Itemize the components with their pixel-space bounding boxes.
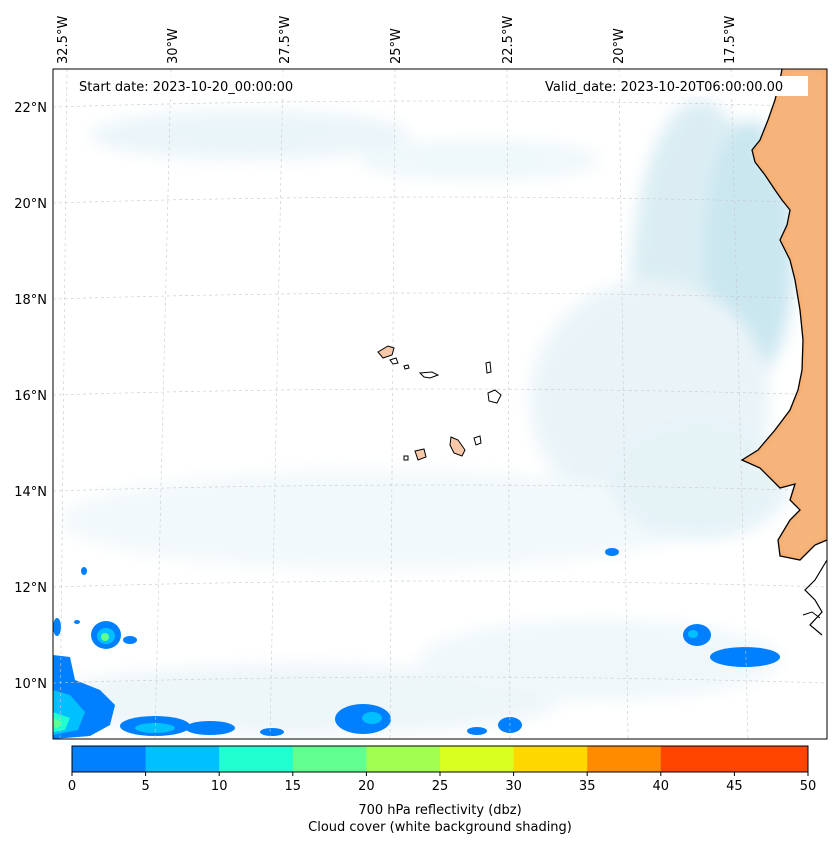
lat-label: 10°N — [14, 677, 47, 692]
coastline-south — [804, 559, 827, 636]
cape-verde-islands — [377, 345, 502, 461]
colorbar-label-line2: Cloud cover (white background shading) — [308, 820, 572, 835]
lat-label: 16°N — [14, 389, 47, 404]
colorbar-tick-label: 30 — [505, 779, 522, 794]
coastline — [740, 69, 827, 561]
graticule — [53, 69, 827, 739]
lon-label: 27.5°W — [278, 16, 293, 64]
colorbar-tick-label: 20 — [358, 779, 375, 794]
lat-label: 22°N — [14, 101, 47, 116]
colorbar-segment — [660, 746, 735, 772]
colorbar-tick-label: 10 — [211, 779, 228, 794]
colorbar-tick-label: 45 — [726, 779, 743, 794]
longitude-labels: 32.5°W 30°W 27.5°W 25°W 22.5°W 20°W 17.5… — [56, 16, 738, 64]
colorbar-segment — [292, 746, 367, 772]
lat-label: 14°N — [14, 485, 47, 500]
lon-label: 30°W — [166, 28, 181, 64]
lon-label: 25°W — [389, 28, 404, 64]
lon-label: 20°W — [612, 28, 627, 64]
lat-label: 20°N — [14, 197, 47, 212]
lat-label: 18°N — [14, 293, 47, 308]
colorbar-tick-label: 0 — [68, 779, 76, 794]
valid-date-box — [538, 76, 808, 96]
colorbar-label-line1: 700 hPa reflectivity (dbz) — [358, 803, 521, 818]
colorbar-segment — [587, 746, 662, 772]
lon-label: 17.5°W — [723, 16, 738, 64]
map-frame — [52, 68, 828, 740]
cloud-cover-shading — [53, 100, 795, 735]
colorbar-segment — [440, 746, 515, 772]
colorbar-tick-label: 35 — [579, 779, 596, 794]
start-date-box — [70, 76, 315, 96]
valid-date-label: Valid_date: 2023-10-20T06:00:00.00 — [545, 80, 783, 95]
colorbar-segment — [513, 746, 588, 772]
colorbar-segment — [72, 746, 147, 772]
colorbar-tick-label: 15 — [285, 779, 302, 794]
latitude-labels: 22°N 20°N 18°N 16°N 14°N 12°N 10°N — [14, 101, 47, 692]
colorbar-tick-label: 40 — [653, 779, 670, 794]
lat-label: 12°N — [14, 581, 47, 596]
lon-label: 22.5°W — [501, 16, 516, 64]
colorbar-segment — [219, 746, 294, 772]
colorbar-segment — [734, 746, 809, 772]
colorbar-segment — [366, 746, 441, 772]
colorbar-tick-label: 25 — [432, 779, 449, 794]
colorbar: 0 5 10 15 20 25 30 35 40 45 50 — [68, 745, 817, 794]
colorbar-tick-label: 50 — [800, 779, 817, 794]
lon-label: 32.5°W — [56, 16, 71, 64]
colorbar-tick-label: 5 — [141, 779, 149, 794]
africa-land-cloud-overlay — [742, 69, 827, 560]
colorbar-segment — [145, 746, 220, 772]
start-date-label: Start date: 2023-10-20_00:00:00 — [79, 80, 293, 95]
